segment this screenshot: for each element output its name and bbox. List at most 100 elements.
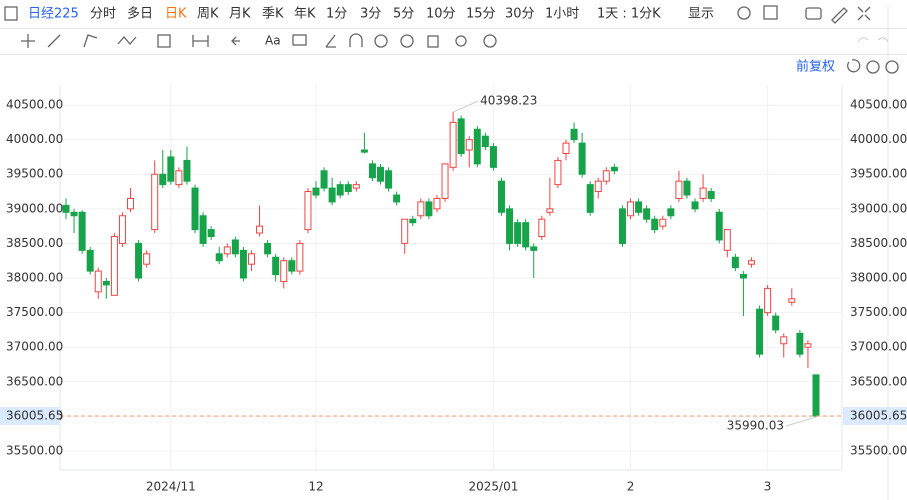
candle-body: [135, 242, 143, 279]
settings-icon[interactable]: [737, 6, 751, 20]
last-price-box: [843, 406, 907, 425]
candle-body: [756, 308, 764, 355]
angle-tool[interactable]: [325, 34, 336, 48]
candle-body: [409, 218, 417, 224]
y-tick-label-right: 36500.00: [850, 374, 907, 388]
candle-body: [691, 201, 699, 210]
candle-body: [425, 201, 433, 217]
period-tab[interactable]: 季K: [262, 7, 284, 22]
undo-redo[interactable]: [857, 37, 889, 43]
period-tab[interactable]: 日K: [165, 7, 187, 22]
candle-body: [247, 253, 255, 265]
candle-body: [191, 187, 199, 231]
link-tool[interactable]: [455, 35, 467, 47]
candle-body: [344, 184, 352, 193]
candle-body: [562, 142, 570, 154]
period-tab[interactable]: 3分: [360, 7, 381, 22]
zoom-in-icon[interactable]: [885, 60, 899, 74]
candle-body: [143, 253, 151, 265]
candle-body: [280, 260, 288, 282]
adjust-button[interactable]: 前复权: [796, 59, 835, 75]
candle-body: [538, 218, 546, 238]
candle-body: [618, 208, 626, 244]
x-tick-label: 2: [627, 480, 635, 494]
hide-tool[interactable]: [400, 34, 414, 48]
y-tick-label: 37000.00: [6, 340, 63, 354]
candle-body: [747, 260, 755, 265]
candle-body: [78, 211, 86, 251]
display-menu[interactable]: 显示: [688, 7, 714, 22]
sidebar-icon[interactable]: [4, 6, 18, 21]
candle-body: [207, 229, 215, 238]
period-tab[interactable]: 5分: [393, 7, 414, 22]
note-tool[interactable]: [292, 34, 307, 46]
candle-body: [417, 201, 425, 217]
candle-body: [167, 156, 175, 182]
candle-body: [578, 142, 586, 175]
candle-body: [288, 260, 296, 272]
period-tab[interactable]: 10分: [426, 7, 456, 22]
pattern-tool[interactable]: [117, 36, 137, 45]
line-tool[interactable]: [47, 34, 61, 48]
candle-body: [514, 222, 522, 244]
pen-icon[interactable]: [831, 7, 848, 24]
period-tab[interactable]: 15分: [466, 7, 496, 22]
tool-settings[interactable]: [483, 34, 497, 48]
candle-body: [377, 166, 385, 182]
candle-body: [441, 163, 449, 199]
period-tab[interactable]: 分时: [90, 7, 116, 22]
candle-body: [239, 249, 247, 279]
period-tab[interactable]: 1天 : 1分K: [597, 7, 661, 22]
candle-body: [401, 218, 409, 244]
reset-icon[interactable]: [847, 59, 861, 73]
candle-body: [320, 170, 328, 189]
period-tab[interactable]: 1分: [326, 7, 347, 22]
symbol[interactable]: 日经225: [28, 7, 79, 22]
candle-body: [796, 332, 804, 355]
candle-body: [627, 201, 635, 217]
period-tab[interactable]: 月K: [229, 7, 251, 22]
candle-body: [175, 170, 183, 186]
fib-tool[interactable]: [157, 34, 171, 48]
period-tab[interactable]: 1小时: [545, 7, 579, 22]
min-label: 35990.03: [727, 419, 784, 433]
fullscreen-icon[interactable]: [857, 6, 871, 21]
cross-tool[interactable]: [21, 34, 35, 48]
y-tick-label: 38000.00: [6, 271, 63, 285]
y-tick-label-right: 37500.00: [850, 305, 907, 319]
delete-tool[interactable]: [427, 35, 439, 48]
text-tool[interactable]: Aa: [265, 34, 281, 48]
magnet-tool[interactable]: [349, 33, 363, 47]
candle-body: [199, 215, 207, 244]
candle-body: [304, 191, 312, 231]
last-price-label: 36005.65: [6, 408, 63, 422]
candle-body: [522, 222, 530, 248]
y-tick-label: 36500.00: [6, 374, 63, 388]
candle-body: [473, 128, 481, 165]
x-tick-label: 2025/01: [468, 480, 518, 494]
arrow-tool[interactable]: [231, 36, 240, 46]
candle-body: [804, 343, 812, 348]
candle-body: [368, 163, 376, 179]
candle-body: [296, 242, 304, 272]
sync-tool[interactable]: [374, 34, 388, 48]
y-tick-label-right: 35500.00: [850, 443, 907, 457]
candle-body: [272, 256, 280, 276]
period-tab[interactable]: 多日: [127, 6, 153, 22]
candle-body: [699, 187, 707, 199]
period-tab[interactable]: 周K: [197, 7, 219, 22]
candle-body: [651, 218, 659, 231]
period-tab[interactable]: 年K: [294, 7, 316, 22]
channel-tool[interactable]: [83, 34, 98, 48]
period-tab[interactable]: 30分: [505, 7, 535, 22]
min-pointer: [785, 416, 817, 427]
zoom-out-icon[interactable]: [866, 60, 880, 74]
candle-body: [723, 229, 731, 251]
box-icon[interactable]: [763, 5, 778, 20]
y-tick-label: 35500.00: [6, 443, 63, 457]
measure-tool[interactable]: [192, 35, 209, 47]
candle-body: [554, 159, 562, 186]
candle-body: [433, 197, 441, 210]
camera-icon[interactable]: [805, 7, 822, 20]
